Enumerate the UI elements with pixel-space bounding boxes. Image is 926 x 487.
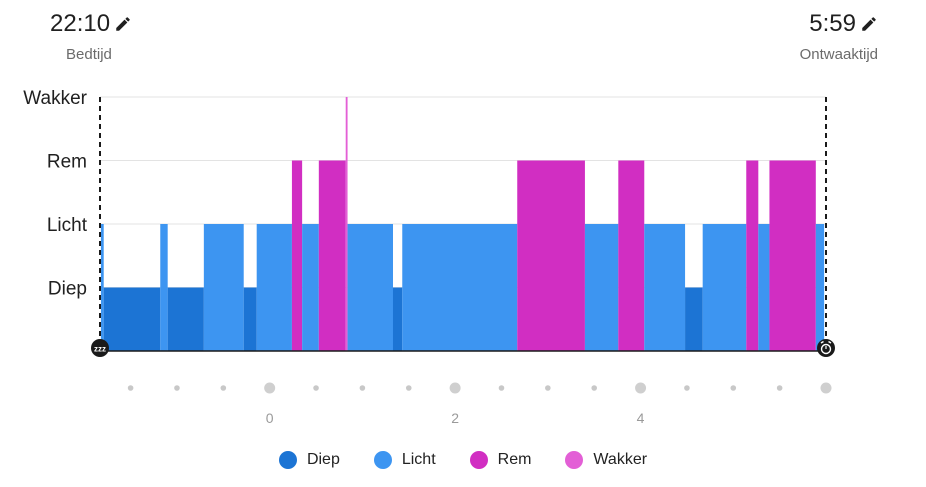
alarm-clock-icon-bell-right (828, 340, 832, 344)
x-minor-tick-1_5 (405, 385, 412, 391)
segment-diep-1 (103, 287, 161, 351)
x-major-tick-0 (264, 382, 276, 394)
legend-dot-rem (469, 451, 488, 469)
legend-item-deep: Diep (278, 451, 340, 469)
legend-label-rem: Rem (497, 451, 532, 468)
edit-waketime-pencil-icon[interactable] (860, 15, 878, 33)
x-major-tick-4 (635, 382, 647, 394)
segment-diep-5 (243, 287, 257, 351)
waketime-block: 5:59 Ontwaaktijd (800, 10, 878, 63)
legend-dot-light (373, 451, 392, 469)
x-tick-label-4: 4 (637, 410, 645, 426)
segment-licht-19 (702, 224, 747, 351)
x-minor-tick-5_5 (776, 385, 783, 391)
segment-diep-18 (685, 287, 703, 351)
segment-rem-16 (618, 160, 645, 351)
segment-rem-22 (769, 160, 816, 351)
alarm-clock-icon-face (820, 343, 832, 355)
segment-licht-4 (203, 224, 244, 351)
segment-licht-17 (644, 224, 686, 351)
segment-rem-9 (318, 160, 346, 351)
legend-label-awake: Wakker (593, 451, 648, 468)
sleep-zzz-icon (91, 339, 109, 357)
x-minor-tick-4_5 (684, 385, 690, 391)
legend-item-light: Licht (373, 451, 436, 469)
x-minor-tick-5 (730, 385, 737, 391)
x-minor-tick-2_5 (498, 385, 505, 391)
segment-rem-7 (291, 160, 303, 351)
legend-item-awake: Wakker (565, 451, 647, 469)
chart-legend: Diep Licht Rem Wakker (0, 451, 926, 469)
segment-licht-8 (302, 224, 319, 351)
y-label-wakker: Wakker (23, 88, 87, 109)
segment-licht-15 (584, 224, 619, 351)
bedtime-value: 22:10 (50, 10, 111, 37)
x-minor-tick-m1 (174, 385, 180, 391)
segment-licht-21 (758, 224, 770, 351)
y-label-diep: Diep (48, 279, 87, 300)
edit-bedtime-pencil-icon[interactable] (114, 15, 132, 33)
sleep-stage-chart: Diep Licht Rem Wakker zzz 0 2 4 (23, 88, 835, 426)
x-minor-tick-0_5 (313, 385, 319, 391)
segment-licht-13 (402, 224, 518, 351)
segment-diep-3 (167, 287, 204, 351)
segment-diep-12 (392, 287, 403, 351)
alarm-clock-icon-bell-left (820, 340, 824, 344)
segment-licht-6 (256, 224, 292, 351)
legend-dot-deep (278, 451, 297, 469)
x-minor-tick-m0_5 (220, 385, 227, 391)
bedtime-label: Bedtijd (66, 46, 112, 63)
x-major-tick-2 (449, 382, 461, 394)
x-tick-label-0: 0 (266, 410, 274, 426)
legend-dot-awake (565, 451, 584, 469)
segment-licht-0 (100, 224, 104, 351)
bedtime-block: 22:10 Bedtijd (50, 10, 132, 63)
bedtime-row[interactable]: 22:10 (50, 10, 132, 38)
waketime-row[interactable]: 5:59 (800, 10, 878, 38)
segment-rem-14 (517, 160, 585, 351)
segment-licht-23 (815, 224, 825, 351)
x-minor-tick-3 (545, 385, 551, 391)
x-major-tick-6 (820, 382, 832, 394)
legend-label-deep: Diep (306, 451, 340, 468)
segment-wakker-10 (345, 97, 348, 351)
y-label-rem: Rem (47, 152, 87, 173)
x-minor-tick-m1_5 (127, 385, 134, 391)
legend-item-rem: Rem (469, 451, 532, 469)
y-label-licht: Licht (47, 215, 88, 236)
legend-label-light: Licht (401, 451, 436, 468)
segment-licht-11 (347, 224, 393, 351)
segment-licht-2 (160, 224, 168, 351)
sleep-zzz-icon-glyph: zzz (94, 345, 106, 354)
waketime-label: Ontwaaktijd (799, 46, 878, 63)
x-tick-label-2: 2 (451, 410, 459, 426)
x-minor-tick-1 (359, 385, 366, 391)
x-minor-tick-3_5 (591, 385, 597, 391)
segment-rem-20 (746, 160, 759, 351)
waketime-value: 5:59 (809, 10, 856, 37)
